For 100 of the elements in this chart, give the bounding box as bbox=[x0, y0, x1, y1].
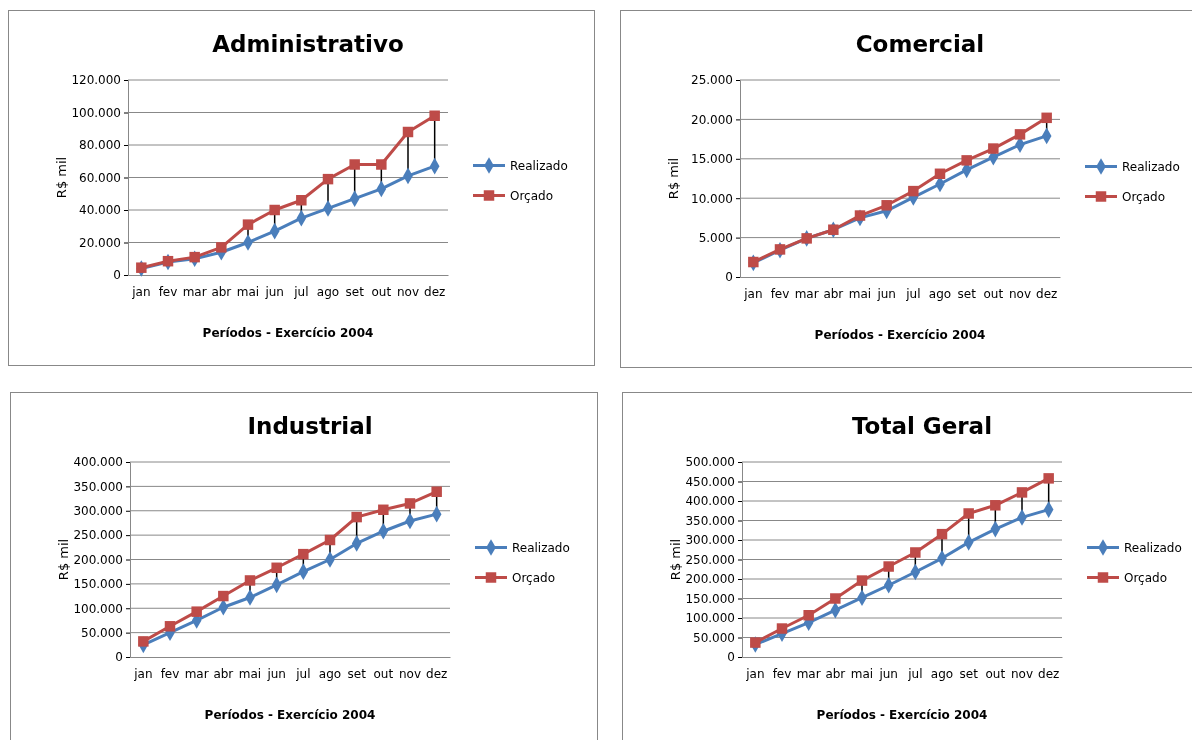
y-tick-label: 500.000 bbox=[685, 455, 735, 470]
x-tick-label: ago bbox=[316, 284, 340, 299]
x-tick-label: set bbox=[345, 284, 365, 299]
chart-title: Administrativo bbox=[212, 31, 404, 57]
point bbox=[961, 155, 972, 166]
point bbox=[402, 126, 414, 138]
point bbox=[349, 159, 360, 170]
x-tick-label: out bbox=[985, 666, 1006, 681]
point bbox=[164, 621, 176, 632]
x-tick-label: mar bbox=[184, 666, 209, 681]
point bbox=[216, 242, 227, 253]
point bbox=[1043, 473, 1054, 484]
x-tick-label: ago bbox=[928, 286, 952, 301]
point bbox=[189, 251, 200, 263]
y-tick-label: 250.000 bbox=[685, 552, 735, 567]
x-tick-label: nov bbox=[396, 284, 420, 299]
y-tick-label: 200.000 bbox=[73, 552, 123, 567]
x-tick-label: out bbox=[373, 666, 394, 681]
point bbox=[803, 610, 814, 621]
point bbox=[324, 534, 336, 546]
x-tick-label: mar bbox=[182, 284, 207, 299]
y-tick-label: 15.000 bbox=[691, 152, 733, 167]
point bbox=[376, 159, 387, 170]
x-tick-label: fev bbox=[772, 666, 792, 681]
x-axis-title: Períodos - Exercício 2004 bbox=[202, 326, 374, 340]
y-tick-label: 250.000 bbox=[73, 528, 123, 543]
point bbox=[1014, 129, 1026, 140]
point bbox=[351, 511, 362, 523]
x-tick-label: set bbox=[347, 666, 367, 681]
point bbox=[910, 547, 921, 558]
point bbox=[856, 575, 868, 586]
x-tick-label: abr bbox=[823, 286, 844, 301]
point bbox=[404, 498, 416, 509]
y-tick-label: 350.000 bbox=[73, 479, 123, 494]
point bbox=[883, 561, 894, 572]
point bbox=[963, 508, 974, 519]
y-tick-label: 450.000 bbox=[685, 474, 735, 489]
point bbox=[776, 623, 788, 634]
x-tick-label: fev bbox=[160, 666, 180, 681]
x-tick-label: jun bbox=[266, 666, 286, 681]
y-axis-title: R$ mil bbox=[54, 156, 69, 199]
y-axis-title: R$ mil bbox=[666, 157, 681, 200]
x-tick-label: jan bbox=[743, 286, 763, 301]
x-tick-label: dez bbox=[426, 666, 448, 681]
x-tick-label: mar bbox=[796, 666, 821, 681]
y-tick-label: 400.000 bbox=[73, 455, 123, 470]
y-tick-label: 300.000 bbox=[73, 504, 123, 519]
chart-title: Industrial bbox=[247, 413, 373, 439]
y-tick-label: 0 bbox=[113, 268, 121, 283]
y-tick-label: 80.000 bbox=[79, 138, 121, 153]
x-tick-label: abr bbox=[825, 666, 846, 681]
x-tick-label: ago bbox=[318, 666, 342, 681]
x-tick-label: jun bbox=[264, 284, 284, 299]
point bbox=[934, 168, 946, 180]
x-tick-label: mai bbox=[238, 666, 262, 681]
point bbox=[244, 575, 256, 586]
x-tick-label: mai bbox=[850, 666, 874, 681]
x-tick-label: jan bbox=[745, 666, 765, 681]
x-tick-label: jul bbox=[295, 666, 311, 681]
x-tick-label: abr bbox=[213, 666, 234, 681]
y-tick-label: 60.000 bbox=[79, 170, 121, 185]
x-tick-label: abr bbox=[211, 284, 232, 299]
chart-title: Total Geral bbox=[851, 413, 993, 439]
y-tick-label: 200.000 bbox=[685, 572, 735, 587]
point bbox=[378, 504, 389, 516]
x-tick-label: out bbox=[983, 286, 1004, 301]
x-tick-label: set bbox=[959, 666, 979, 681]
point bbox=[191, 606, 202, 617]
y-tick-label: 0 bbox=[727, 650, 735, 665]
point bbox=[908, 185, 919, 197]
point bbox=[881, 200, 892, 211]
x-tick-label: jan bbox=[131, 284, 151, 299]
y-tick-label: 350.000 bbox=[685, 513, 735, 528]
y-tick-label: 0 bbox=[115, 650, 123, 665]
y-tick-label: 10.000 bbox=[691, 191, 733, 206]
y-tick-label: 100.000 bbox=[71, 105, 121, 120]
point bbox=[136, 262, 147, 273]
y-tick-label: 25.000 bbox=[691, 73, 733, 88]
x-tick-label: jan bbox=[133, 666, 153, 681]
point bbox=[828, 224, 839, 235]
y-tick-label: 20.000 bbox=[79, 235, 121, 250]
x-tick-label: jun bbox=[876, 286, 896, 301]
x-tick-label: jun bbox=[878, 666, 898, 681]
point bbox=[138, 636, 149, 647]
x-axis-title: Períodos - Exercício 2004 bbox=[816, 708, 988, 722]
y-tick-label: 300.000 bbox=[685, 533, 735, 548]
legend-label: Realizado bbox=[1124, 540, 1182, 555]
x-tick-label: nov bbox=[1010, 666, 1034, 681]
y-axis-title: R$ mil bbox=[56, 538, 71, 581]
x-tick-label: mai bbox=[848, 286, 872, 301]
point bbox=[322, 173, 334, 185]
x-tick-label: ago bbox=[930, 666, 954, 681]
point bbox=[271, 562, 282, 574]
x-tick-label: jul bbox=[293, 284, 309, 299]
y-tick-label: 40.000 bbox=[79, 203, 121, 218]
x-tick-label: fev bbox=[770, 286, 790, 301]
y-tick-label: 5.000 bbox=[698, 230, 733, 245]
point bbox=[269, 204, 280, 216]
point bbox=[296, 195, 307, 206]
y-tick-label: 150.000 bbox=[73, 577, 123, 592]
